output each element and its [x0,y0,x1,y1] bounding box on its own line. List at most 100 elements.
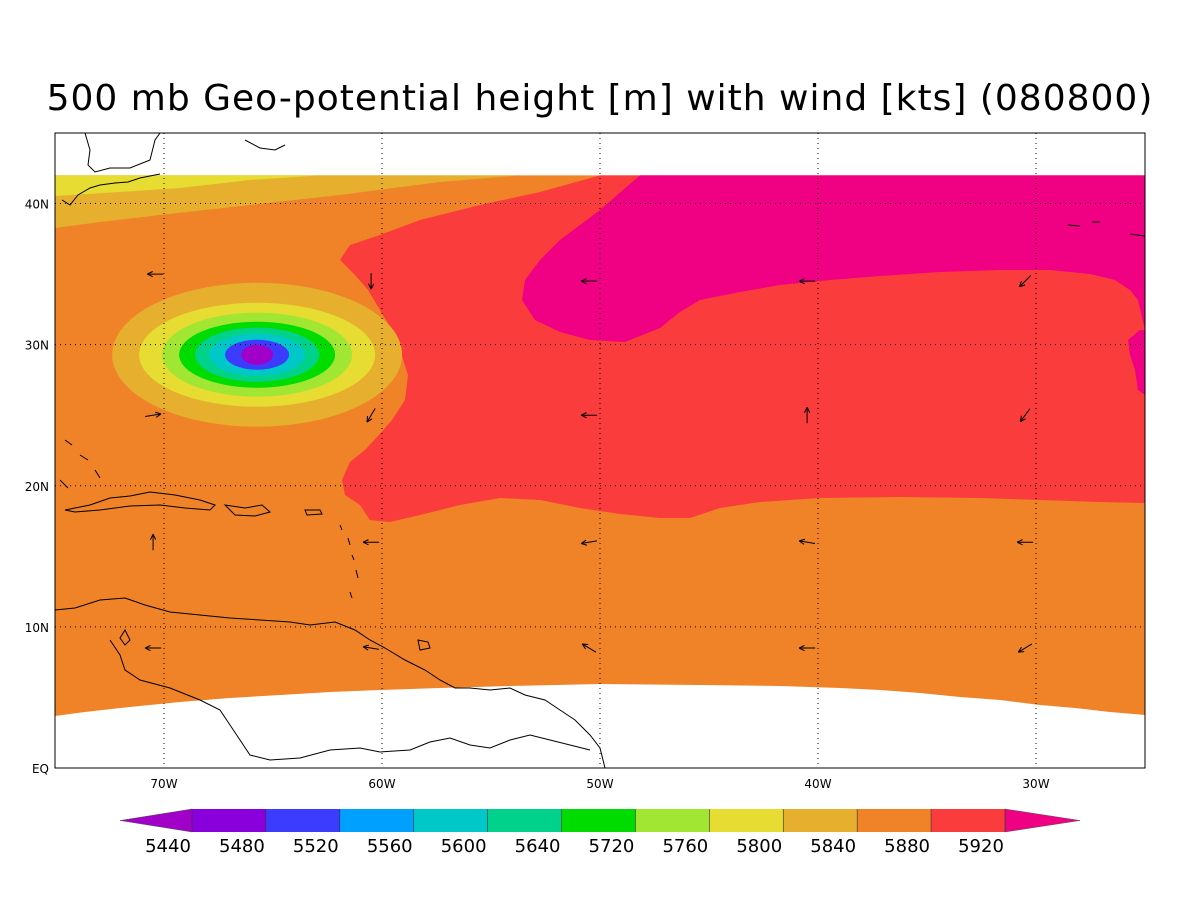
colorbar-swatch [265,809,341,832]
map-frame [54,132,1146,769]
wind-arrow-shaft [581,540,598,545]
x-tick-label: 40W [804,777,831,791]
wind-arrow [145,411,162,418]
region-5760-north [55,175,320,196]
wind-arrow [580,278,598,285]
wind-arrow-shaft [1019,408,1031,422]
y-tick-label: EQ [32,762,49,776]
wind-arrow-head [1019,415,1022,422]
colorbar-label: 5560 [367,836,413,857]
colorbar-swatch [635,809,710,832]
wind-arrow-head [1018,280,1022,287]
wind-arrow-head [147,271,153,275]
wind-arrow-head [1016,539,1023,543]
coastline-new-england [61,173,161,206]
wind-arrow [147,271,164,278]
wind-arrow-head [806,407,811,413]
coastline-hispaniola [223,504,272,517]
colorbar-swatch [783,809,858,832]
wind-arrow-head [798,280,805,285]
map-title: 500 mb Geo-potential height [m] with win… [46,78,1154,119]
wind-arrow-head [798,647,805,652]
colorbar: 5440 5480 5520 5560 5600 5640 5720 5760 5800 5840… [119,808,1081,857]
colorbar-swatch [561,809,636,832]
colorbar-label: 5800 [736,836,782,857]
wind-arrow-head [362,541,369,546]
wind-arrow [368,273,375,290]
wind-arrow [366,408,376,423]
wind-arrow [798,644,816,652]
wind-arrow-head [799,538,806,542]
wind-arrow-shaft [363,646,380,650]
wind-arrow [150,534,157,551]
x-tick-label: 60W [368,777,395,791]
wind-arrow-head [147,273,153,278]
coastline-right-edge [1067,221,1145,237]
wind-arrow-head [1017,646,1022,653]
wind-arrow [798,278,816,285]
y-tick-label: 40N [25,198,49,212]
wind-arrow-head [366,416,369,423]
colorbar-label: 5880 [884,836,930,857]
wind-arrow-head [1018,651,1025,653]
wind-arrow-head [362,539,369,543]
wind-arrow-head [144,647,151,652]
wind-arrow [1018,275,1032,288]
wind-arrow-shaft [799,540,816,545]
wind-arrow-head [368,283,372,290]
coastlines [55,133,1145,768]
colorbar-swatch [413,809,489,832]
wind-arrow-shaft [366,408,376,423]
wind-arrow [144,644,162,652]
colorbar-extend-low [119,808,193,833]
wind-arrow [580,412,598,419]
colorbar-label: 5480 [219,836,265,857]
coastline-puerto-rico [304,509,323,516]
wind-arrow [362,644,380,651]
coastline-lesser-antilles [339,524,359,599]
coastline-nova-scotia [244,139,286,151]
contour-fills [55,133,1145,768]
wind-arrow-head [580,412,587,416]
coastline-south-america [55,597,606,768]
coastline-trinidad [417,639,431,651]
colorbar-swatch [339,809,415,832]
y-tick-label: 30N [25,339,49,353]
y-tick-label: 10N [25,621,49,635]
wind-arrow-head [152,534,157,540]
wind-arrow-shaft [1019,275,1032,288]
wind-arrow-head [363,644,370,648]
wind-arrow-head [581,543,588,546]
wind-arrow [362,539,380,546]
wind-arrow-head [1019,284,1026,288]
x-tick-label: 30W [1022,777,1049,791]
x-tick-label: 70W [150,777,177,791]
low-contour-ring [241,344,274,365]
wind-vectors [144,271,1034,653]
axis-tick-labels: 70W 60W 50W 40W 30W EQ 10N 20N 30N 40N [25,198,1050,791]
wind-arrow-head [798,540,805,545]
wind-arrow [1019,408,1031,423]
wind-arrow [580,539,598,546]
colorbar-label: 5920 [958,836,1004,857]
wind-arrow-head [580,539,587,544]
coastline-south-america-interior [109,639,591,761]
wind-arrow-head [155,411,162,415]
region-5920 [522,175,1145,342]
wind-arrow-head [581,643,586,650]
wind-arrow-head [580,414,587,419]
coastline-venezuela-lake [119,628,131,646]
colorbar-swatch [931,809,1006,832]
colorbar-label: 5760 [662,836,708,857]
colorbar-swatch [487,809,563,832]
wind-arrow-head [582,643,589,645]
colorbar-label: 5640 [515,836,561,857]
colorbar-label: 5720 [589,836,635,857]
wind-arrow-head [366,418,373,423]
wind-arrow-head [798,278,805,282]
wind-arrow-head [804,407,808,413]
colorbar-swatch [709,809,784,832]
region-5920-edge [1128,330,1145,395]
x-tick-label: 50W [586,777,613,791]
